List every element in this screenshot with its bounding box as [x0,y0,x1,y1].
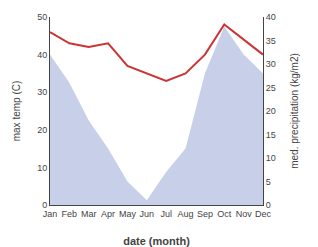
svg-text:35: 35 [266,36,276,46]
svg-text:med. precipitation (kg/m2): med. precipitation (kg/m2) [289,53,300,169]
svg-text:Jul: Jul [160,209,172,219]
svg-text:max temp (C): max temp (C) [11,81,22,142]
svg-text:40: 40 [37,50,47,60]
svg-text:Oct: Oct [217,209,232,219]
svg-text:15: 15 [266,130,276,140]
svg-text:40: 40 [266,12,276,22]
svg-text:10: 10 [37,163,47,173]
svg-text:Nov: Nov [236,209,253,219]
svg-text:May: May [119,209,137,219]
svg-text:date (month): date (month) [123,235,190,247]
svg-text:Jan: Jan [43,209,58,219]
svg-text:30: 30 [266,59,276,69]
svg-text:Mar: Mar [81,209,97,219]
svg-text:Dec: Dec [255,209,272,219]
svg-text:20: 20 [266,106,276,116]
svg-text:Feb: Feb [62,209,78,219]
svg-text:0: 0 [42,200,47,210]
svg-text:Aug: Aug [178,209,194,219]
svg-text:10: 10 [266,153,276,163]
svg-text:Apr: Apr [101,209,115,219]
svg-text:25: 25 [266,83,276,93]
svg-text:20: 20 [37,125,47,135]
svg-text:Sep: Sep [197,209,213,219]
svg-text:5: 5 [266,177,271,187]
svg-text:30: 30 [37,87,47,97]
svg-text:0: 0 [266,200,271,210]
svg-text:50: 50 [37,12,47,22]
svg-text:Jun: Jun [140,209,155,219]
